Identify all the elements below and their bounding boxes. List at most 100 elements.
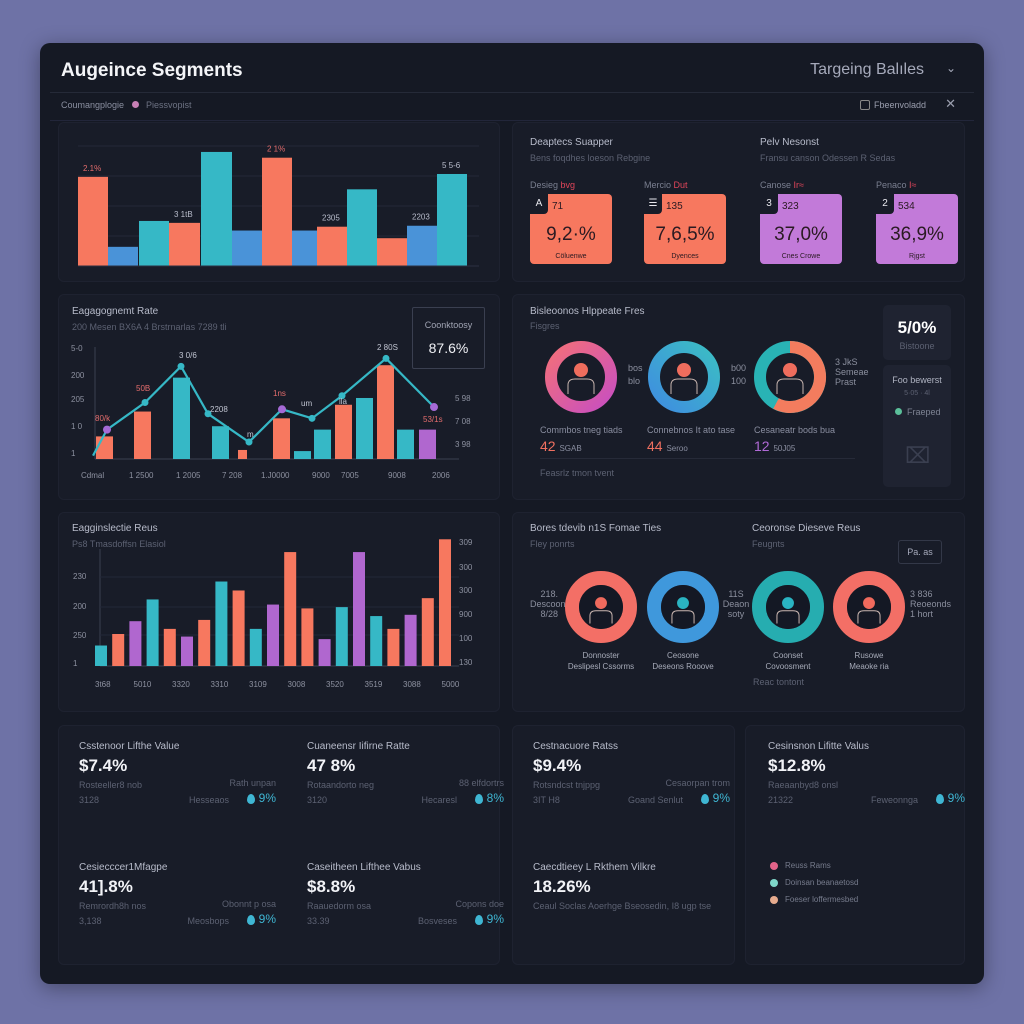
close-icon[interactable]: ✕ — [945, 96, 956, 111]
bar[interactable] — [95, 645, 107, 666]
bar[interactable] — [377, 365, 394, 459]
line-point[interactable] — [382, 354, 390, 362]
bar[interactable] — [421, 598, 434, 666]
bar[interactable] — [249, 628, 262, 666]
legend-item[interactable]: Reuss Rams — [770, 861, 831, 870]
bar[interactable] — [284, 552, 297, 666]
bar[interactable] — [262, 157, 292, 266]
donut-ring[interactable] — [545, 341, 617, 413]
line-point[interactable] — [204, 410, 212, 418]
kpi-value: 37,0% — [774, 224, 828, 245]
document-icon[interactable] — [860, 100, 870, 110]
bar[interactable] — [232, 590, 245, 666]
kpi-tile[interactable]: 2 534 36,9% Rjgst — [876, 194, 958, 264]
persona-ring[interactable] — [833, 571, 905, 643]
bar[interactable] — [198, 619, 211, 666]
bar[interactable] — [335, 607, 348, 666]
targeting-dropdown[interactable]: Targeing Balıles — [810, 61, 924, 78]
kpi-badge: A — [530, 194, 548, 214]
bar[interactable] — [317, 226, 347, 266]
bar[interactable] — [146, 599, 159, 666]
line-point[interactable] — [278, 405, 286, 414]
bar[interactable] — [356, 397, 373, 459]
bar[interactable] — [419, 429, 436, 459]
donut-ring[interactable] — [648, 341, 720, 413]
metric-tile[interactable]: Cesiecccer1Mfagpe 41].8% Remrordh8h nos 3… — [79, 859, 279, 939]
bar[interactable] — [134, 411, 151, 459]
kpi-tile[interactable]: A 71 9,2·% Cöluenwe — [530, 194, 612, 264]
legend-item[interactable]: Doinsan beanaetosd — [770, 878, 858, 887]
bar[interactable] — [397, 429, 414, 459]
divider — [50, 120, 974, 121]
bar[interactable] — [335, 404, 352, 459]
bar[interactable] — [169, 222, 200, 266]
line-point[interactable] — [103, 425, 111, 434]
drop-icon — [246, 914, 255, 925]
metric-title: Csstenoor Lifthe Value — [79, 741, 180, 752]
persona-label: Rusowe Meaoke ria — [849, 651, 889, 671]
bar[interactable] — [129, 621, 142, 666]
y-tick-label-right: 130 — [459, 658, 473, 667]
bar[interactable] — [238, 449, 247, 459]
bar[interactable] — [112, 634, 125, 666]
kpi-card: Deaptecs Suapper Bens foqdhes loeson Reb… — [512, 122, 965, 282]
bar[interactable] — [301, 608, 314, 666]
bar[interactable] — [181, 636, 193, 666]
bar[interactable] — [78, 176, 108, 266]
bar[interactable] — [201, 151, 232, 266]
metric-tile[interactable]: Cesinsnon Lifitte Valus $12.8% Raeaanbyd… — [768, 738, 968, 818]
status-dot-icon — [895, 408, 902, 415]
bar[interactable] — [294, 451, 311, 459]
filter-button[interactable]: Pa. as — [898, 540, 942, 564]
line-point[interactable] — [245, 438, 253, 446]
bar[interactable] — [292, 230, 317, 266]
bar[interactable] — [318, 639, 331, 666]
metric-tile[interactable]: Caecdtieey L Rkthem Vilkre 18.26% Ceaul … — [533, 859, 733, 939]
kpi-left-title: Deaptecs Suapper — [530, 137, 613, 148]
persona-ring[interactable] — [752, 571, 824, 643]
action-button[interactable]: Fbeenvoladd — [873, 100, 926, 110]
bar[interactable] — [353, 552, 365, 666]
bar[interactable] — [96, 436, 113, 459]
data-label: 3 1tB — [174, 210, 193, 219]
bar[interactable] — [232, 230, 262, 266]
drop-icon — [474, 914, 483, 925]
bar[interactable] — [370, 616, 383, 666]
line-point[interactable] — [430, 403, 438, 412]
bar[interactable] — [387, 628, 400, 666]
bar[interactable] — [377, 238, 407, 266]
kpi-tile[interactable]: 3 323 37,0% Cnes Crowe — [760, 194, 842, 264]
donut-segment[interactable] — [773, 340, 827, 413]
metric-tile[interactable]: Csstenoor Lifthe Value $7.4% Rosteeller8… — [79, 738, 279, 818]
line-point[interactable] — [141, 399, 149, 406]
bar[interactable] — [347, 189, 377, 266]
line-point[interactable] — [308, 414, 316, 422]
bar[interactable] — [212, 426, 229, 459]
bar[interactable] — [267, 604, 279, 666]
bar[interactable] — [437, 173, 467, 266]
bar[interactable] — [215, 581, 228, 666]
bar[interactable] — [173, 377, 190, 459]
persona-ring[interactable] — [647, 571, 719, 643]
bar[interactable] — [439, 539, 451, 666]
metric-tile[interactable]: Cestnacuore Ratss $9.4% Rotsndcst tnjppg… — [533, 738, 733, 818]
bar[interactable] — [108, 246, 138, 266]
persona-ring[interactable] — [565, 571, 637, 643]
chevron-down-icon[interactable]: ⌄ — [945, 61, 956, 75]
kpi-tile[interactable]: ☰ 135 7,6,5% Dyences — [644, 194, 726, 264]
bar[interactable] — [407, 225, 437, 266]
metric-value: 41].8% — [79, 877, 133, 896]
metric-tile[interactable]: Cuaneensr Iifirne Ratte 47 8% Rotaandort… — [307, 738, 507, 818]
bar[interactable] — [404, 614, 417, 666]
bar[interactable] — [273, 418, 290, 459]
line-point[interactable] — [177, 362, 185, 370]
side-panel-item[interactable]: Fraeped — [907, 407, 941, 417]
x-tick-label: 3109 — [249, 680, 267, 689]
bar[interactable] — [314, 429, 331, 459]
line-point[interactable] — [338, 392, 346, 400]
bar[interactable] — [139, 220, 169, 266]
metric-tile[interactable]: Caseitheen Lifthee Vabus $8.8% Raauedorm… — [307, 859, 507, 939]
bar[interactable] — [163, 628, 176, 666]
legend-item[interactable]: Foeser loffermesbed — [770, 895, 858, 904]
y-tick-label: 200 — [71, 371, 85, 380]
